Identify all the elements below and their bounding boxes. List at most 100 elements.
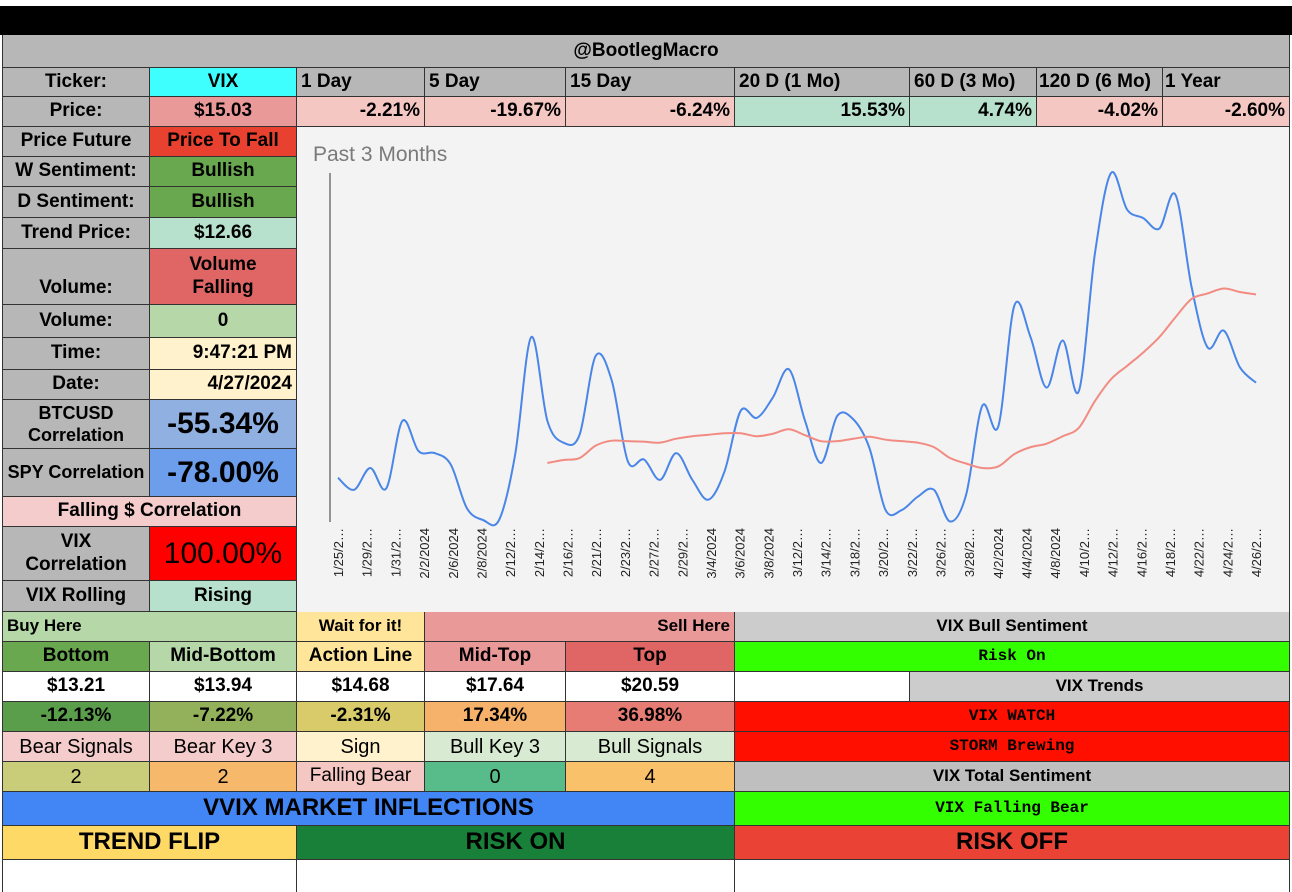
level-header-action-line: Action Line — [297, 642, 425, 672]
x-tick-label: 3/12/2… — [790, 528, 805, 577]
risk-on-badge: RISK ON — [297, 826, 735, 860]
change-20d: 15.53% — [735, 97, 910, 127]
trends-blank-cell — [735, 672, 910, 702]
x-tick-label: 1/25/2… — [331, 528, 346, 577]
vix-rolling-value: Rising — [150, 581, 297, 612]
d-sentiment-label: D Sentiment: — [2, 187, 150, 218]
signal-value-sign: Falling Bear — [297, 762, 425, 792]
chart-svg: 1/25/2… 1/29/2… 1/31/2… 2/2/2024 2/6/2024 2/8… — [329, 171, 1264, 579]
trend-vix-watch: VIX WATCH — [735, 702, 1290, 732]
total-sentiment-title: VIX Total Sentiment — [735, 762, 1290, 792]
signal-header-bear-key: Bear Key 3 — [150, 732, 297, 762]
inflections-title: VVIX MARKET INFLECTIONS — [2, 792, 735, 826]
x-tick-label: 3/22/2… — [905, 528, 920, 577]
x-tick-label: 1/31/2… — [388, 528, 403, 577]
price-chart: Past 3 Months 1/25/2… 1/29/2… 1/31/2… 2/2/2… — [297, 127, 1290, 612]
period-15d: 15 Day — [566, 68, 735, 97]
empty-cell — [297, 860, 735, 892]
x-tick-label: 3/18/2… — [847, 528, 862, 577]
change-15d: -6.24% — [566, 97, 735, 127]
change-1d: -2.21% — [297, 97, 425, 127]
level-pct-mid-top: 17.34% — [425, 702, 566, 732]
vix-correlation-label: VIX Correlation — [2, 527, 150, 581]
change-120d: -4.02% — [1037, 97, 1163, 127]
price-future-label: Price Future — [2, 127, 150, 157]
level-pct-bottom: -12.13% — [2, 702, 150, 732]
x-tick-label: 2/12/2… — [503, 528, 518, 577]
level-price-mid-bottom: $13.94 — [150, 672, 297, 702]
x-tick-label: 2/23/2… — [618, 528, 633, 577]
signal-value-bull-signals: 4 — [566, 762, 735, 792]
volume-trend-label: Volume: — [2, 249, 150, 305]
x-tick-label: 2/16/2… — [561, 528, 576, 577]
x-tick-label: 2/6/2024 — [446, 528, 461, 579]
x-tick-label: 2/14/2… — [532, 528, 547, 577]
level-pct-mid-bottom: -7.22% — [150, 702, 297, 732]
sheet-title: @BootlegMacro — [2, 35, 1290, 68]
x-tick-label: 4/10/2… — [1077, 528, 1092, 577]
level-header-mid-top: Mid-Top — [425, 642, 566, 672]
buy-here-label: Buy Here — [2, 612, 297, 642]
d-sentiment-value: Bullish — [150, 187, 297, 218]
signal-header-bull-key: Bull Key 3 — [425, 732, 566, 762]
date-value: 4/27/2024 — [150, 370, 297, 400]
btc-correlation-label: BTCUSD Correlation — [2, 400, 150, 449]
level-pct-top: 36.98% — [566, 702, 735, 732]
level-header-bottom: Bottom — [2, 642, 150, 672]
volume-trend-value: Volume Falling — [150, 249, 297, 305]
price-label: Price: — [2, 97, 150, 127]
period-1y: 1 Year — [1163, 68, 1290, 97]
vix-rolling-label: VIX Rolling — [2, 581, 150, 612]
level-price-action-line: $14.68 — [297, 672, 425, 702]
signal-header-sign: Sign — [297, 732, 425, 762]
signal-header-bear-signals: Bear Signals — [2, 732, 150, 762]
price-line — [337, 171, 1257, 527]
x-tick-label: 4/16/2… — [1134, 528, 1149, 577]
period-60d: 60 D (3 Mo) — [910, 68, 1037, 97]
ticker-value[interactable]: VIX — [150, 68, 297, 97]
moving-average-line — [547, 287, 1257, 470]
time-label: Time: — [2, 338, 150, 370]
x-tick-label: 4/26/2… — [1249, 528, 1264, 577]
level-header-mid-bottom: Mid-Bottom — [150, 642, 297, 672]
x-tick-label: 3/8/2024 — [761, 528, 776, 579]
trend-price-label: Trend Price: — [2, 218, 150, 249]
btc-correlation-value: -55.34% — [150, 400, 297, 449]
trend-flip-badge: TREND FLIP — [2, 826, 297, 860]
trends-title: VIX Trends — [910, 672, 1290, 702]
x-tick-label: 4/4/2024 — [1020, 528, 1035, 579]
volume-label: Volume: — [2, 305, 150, 338]
x-tick-label: 2/8/2024 — [474, 528, 489, 579]
price-future-value: Price To Fall — [150, 127, 297, 157]
w-sentiment-value: Bullish — [150, 157, 297, 187]
period-1d: 1 Day — [297, 68, 425, 97]
w-sentiment-label: W Sentiment: — [2, 157, 150, 187]
sell-here-label: Sell Here — [425, 612, 735, 642]
level-price-top: $20.59 — [566, 672, 735, 702]
volume-value: 0 — [150, 305, 297, 338]
trend-storm-brewing: STORM Brewing — [735, 732, 1290, 762]
x-tick-label: 2/29/2… — [675, 528, 690, 577]
x-tick-label: 2/21/2… — [589, 528, 604, 577]
signal-value-bear-signals: 2 — [2, 762, 150, 792]
vix-correlation-value: 100.00% — [150, 527, 297, 581]
x-tick-label: 1/29/2… — [360, 528, 375, 577]
x-tick-label: 3/6/2024 — [733, 528, 748, 579]
date-label: Date: — [2, 370, 150, 400]
x-tick-label: 3/4/2024 — [704, 528, 719, 579]
spy-correlation-value: -78.00% — [150, 449, 297, 497]
level-pct-action-line: -2.31% — [297, 702, 425, 732]
x-tick-label: 4/18/2… — [1163, 528, 1178, 577]
risk-off-badge: RISK OFF — [735, 826, 1290, 860]
x-tick-label: 3/28/2… — [962, 528, 977, 577]
bull-sentiment-value: Risk On — [735, 642, 1290, 672]
signal-header-bull-signals: Bull Signals — [566, 732, 735, 762]
ticker-label: Ticker: — [2, 68, 150, 97]
signal-value-bear-key: 2 — [150, 762, 297, 792]
wait-label: Wait for it! — [297, 612, 425, 642]
x-tick-label: 2/27/2… — [647, 528, 662, 577]
empty-cell — [735, 860, 1290, 892]
empty-cell — [2, 860, 297, 892]
price-value: $15.03 — [150, 97, 297, 127]
trend-price-value: $12.66 — [150, 218, 297, 249]
